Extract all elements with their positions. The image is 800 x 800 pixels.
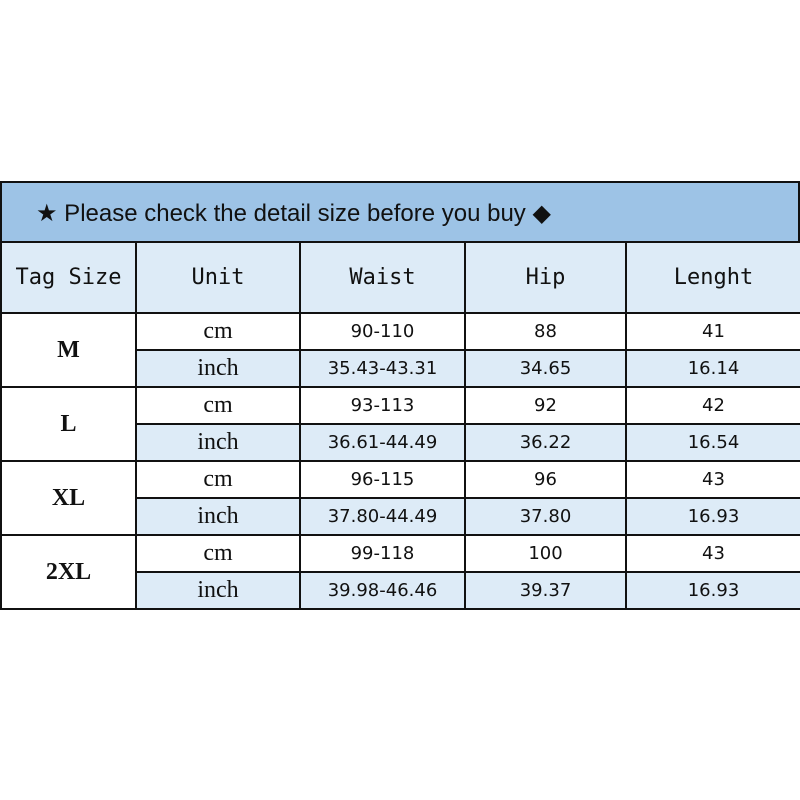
hip-cell: 34.65 [464,349,627,388]
header-length: Lenght [625,241,800,314]
hip-cell: 37.80 [464,497,627,536]
length-cell: 42 [625,386,800,425]
length-cell: 16.93 [625,497,800,536]
table-row-cm: 2XL cm 99-118 100 43 [0,534,800,610]
waist-cell: 35.43-43.31 [299,349,466,388]
length-cell: 41 [625,312,800,351]
unit-cell: cm [135,460,301,499]
hip-cell: 88 [464,312,627,351]
waist-cell: 99-118 [299,534,466,573]
tag-size-cell: L [0,386,137,462]
unit-cell: cm [135,312,301,351]
unit-cell: inch [135,497,301,536]
table-row-inch: inch 39.98-46.46 39.37 16.93 [1,571,800,610]
table-row-inch: inch 36.61-44.49 36.22 16.54 [1,423,800,462]
length-cell: 43 [625,460,800,499]
header-hip: Hip [464,241,627,314]
unit-cell: cm [135,534,301,573]
size-chart: ★ Please check the detail size before yo… [0,181,800,610]
length-cell: 16.93 [625,571,800,610]
tag-size-cell: M [0,312,137,388]
header-waist: Waist [299,241,466,314]
tag-size-cell: 2XL [0,534,137,610]
length-cell: 16.54 [625,423,800,462]
table-row-inch: inch 35.43-43.31 34.65 16.14 [1,349,800,388]
table-row-cm: XL cm 96-115 96 43 [0,460,800,536]
table-row-inch: inch 37.80-44.49 37.80 16.93 [1,497,800,536]
length-cell: 43 [625,534,800,573]
hip-cell: 39.37 [464,571,627,610]
unit-cell: cm [135,386,301,425]
waist-cell: 39.98-46.46 [299,571,466,610]
length-cell: 16.14 [625,349,800,388]
waist-cell: 36.61-44.49 [299,423,466,462]
hip-cell: 100 [464,534,627,573]
hip-cell: 36.22 [464,423,627,462]
size-chart-title: ★ Please check the detail size before yo… [0,181,800,241]
waist-cell: 93-113 [299,386,466,425]
header-tag-size: Tag Size [0,241,137,314]
unit-cell: inch [135,423,301,462]
waist-cell: 90-110 [299,312,466,351]
hip-cell: 92 [464,386,627,425]
waist-cell: 37.80-44.49 [299,497,466,536]
header-unit: Unit [135,241,301,314]
tag-size-cell: XL [0,460,137,536]
waist-cell: 96-115 [299,460,466,499]
unit-cell: inch [135,571,301,610]
hip-cell: 96 [464,460,627,499]
unit-cell: inch [135,349,301,388]
header-row: Tag Size Unit Waist Hip Lenght [0,241,800,314]
